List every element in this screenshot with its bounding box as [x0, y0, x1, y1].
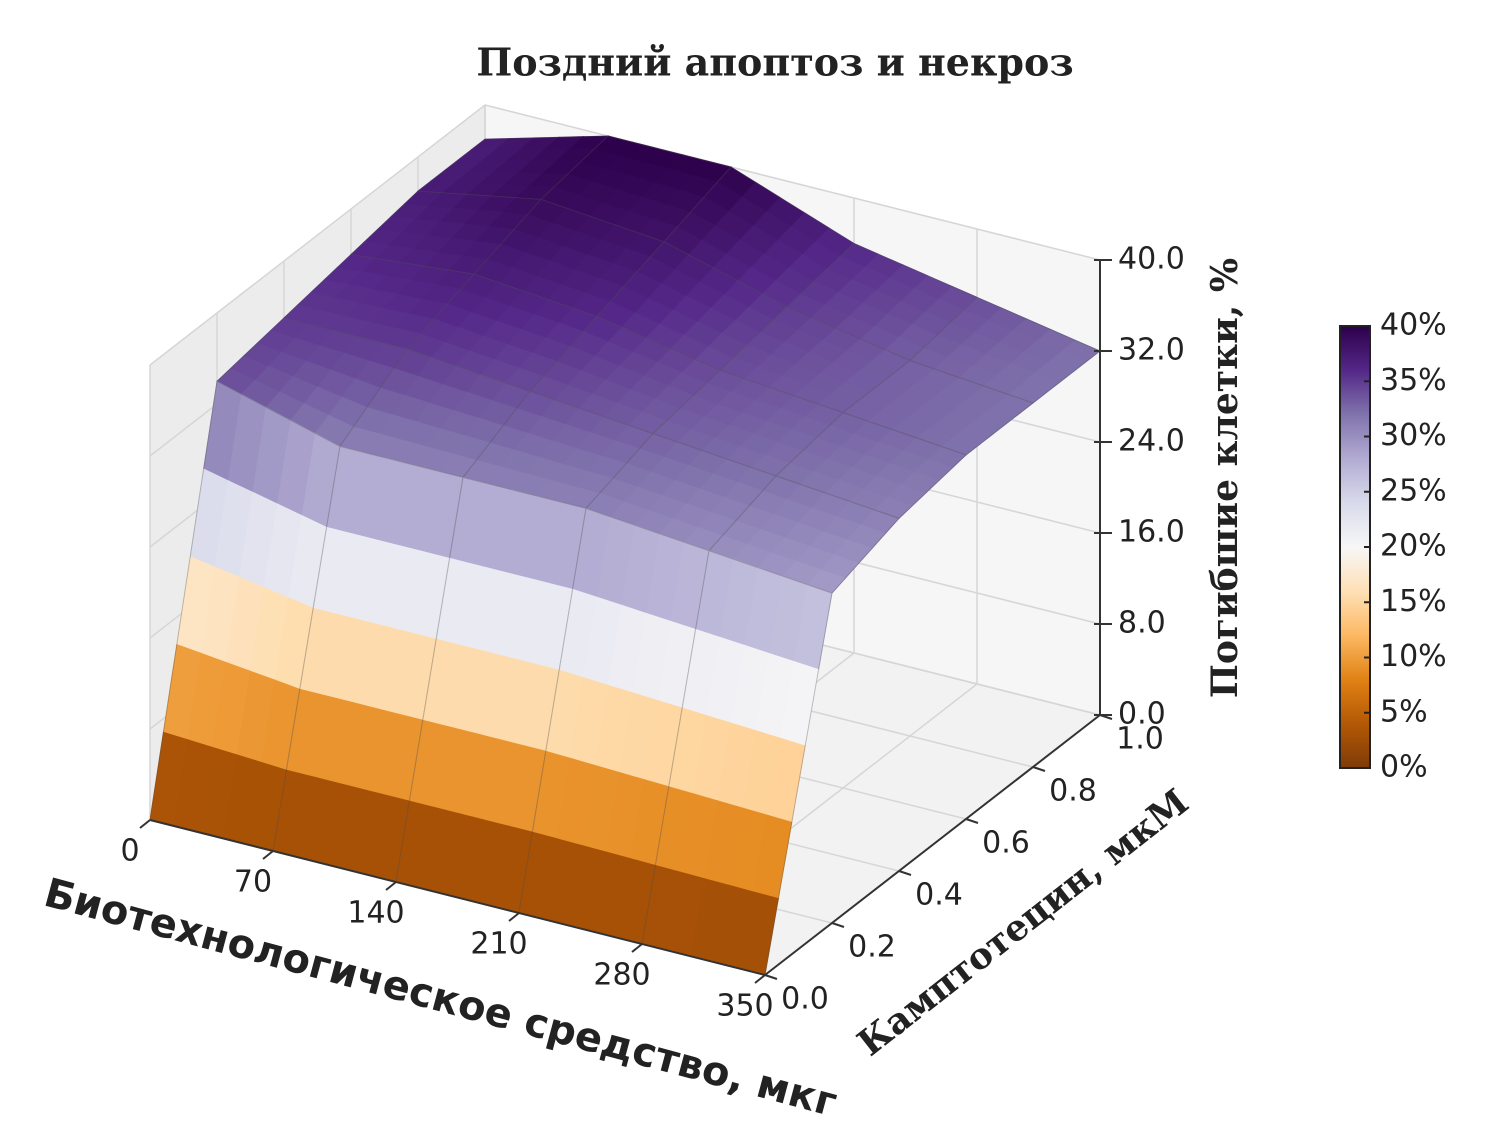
y-tick: [965, 818, 979, 824]
y-tick: [764, 974, 778, 980]
z-tick-label: 32.0: [1118, 333, 1185, 368]
z-tick-label: 16.0: [1118, 515, 1185, 550]
z-tick-label: 8.0: [1118, 606, 1166, 641]
surface-patch: [775, 412, 967, 519]
surface-patch: [416, 135, 610, 200]
surface-patch: [349, 190, 543, 275]
surface-patch: [406, 273, 598, 392]
x-tick: [754, 974, 766, 984]
surface-patch: [585, 433, 777, 552]
colorbar-tick-label: 30%: [1380, 418, 1447, 453]
surface-patch: [473, 198, 665, 318]
colorbar-tick-label: 40%: [1380, 308, 1447, 343]
colorbar-tick-label: 20%: [1380, 529, 1447, 564]
x-tick: [508, 912, 520, 922]
y-tick-label: 0.4: [915, 878, 963, 913]
x-tick-label: 140: [347, 896, 404, 931]
z-tick-label: 0.0: [1118, 697, 1166, 732]
x-tick: [385, 881, 397, 891]
x-tick-label: 280: [593, 958, 650, 993]
z-tick-label: 24.0: [1118, 424, 1185, 459]
y-tick: [1032, 766, 1046, 772]
z-tick-label: 40.0: [1118, 242, 1185, 277]
chart-title: Поздний апоптоз и некроз: [476, 40, 1073, 85]
x-tick: [139, 819, 151, 829]
x-tick-label: 0: [120, 834, 139, 869]
surface-patch: [719, 306, 911, 414]
y-tick: [831, 922, 845, 928]
surface-patch: [641, 550, 833, 976]
y-tick-label: 1.0: [1116, 722, 1164, 757]
x-tick-label: 70: [234, 865, 272, 900]
surface-patch: [540, 135, 732, 243]
y-tick-label: 0.8: [1049, 774, 1097, 809]
x-tick-label: 350: [716, 989, 773, 1024]
y-tick-label: 0.6: [982, 826, 1030, 861]
y-tick: [898, 870, 912, 876]
colorbar-tick-label: 10%: [1380, 639, 1447, 674]
axis-line: [149, 819, 766, 976]
surface-patch: [663, 166, 855, 308]
surface-patch: [841, 360, 1035, 456]
colorbar-tick-label: 5%: [1380, 694, 1428, 729]
surface-patch: [786, 242, 978, 362]
surface-patch: [596, 241, 788, 371]
x-tick: [262, 850, 274, 860]
surface-patch: [652, 369, 844, 477]
x-tick-label: 210: [470, 927, 527, 962]
surface-patch: [339, 348, 531, 478]
grid-line: [149, 104, 486, 366]
surface-patch: [529, 315, 721, 435]
axis-line: [764, 714, 1101, 976]
z-axis-label: Погибшие клетки, %: [1204, 258, 1246, 698]
x-tick: [631, 943, 643, 953]
colorbar-tick-label: 15%: [1380, 584, 1447, 619]
colorbar-tick-label: 0%: [1380, 750, 1428, 785]
y-tick-label: 0.0: [781, 982, 829, 1017]
colorbar-tick-label: 35%: [1380, 363, 1447, 398]
surface-patch: [462, 390, 654, 509]
surface-patch: [708, 475, 900, 594]
grid-line: [484, 104, 1101, 261]
surface-patch: [518, 507, 710, 945]
y-tick-label: 0.2: [848, 930, 896, 965]
surface-patch: [395, 476, 587, 914]
colorbar-tick-label: 25%: [1380, 473, 1447, 508]
